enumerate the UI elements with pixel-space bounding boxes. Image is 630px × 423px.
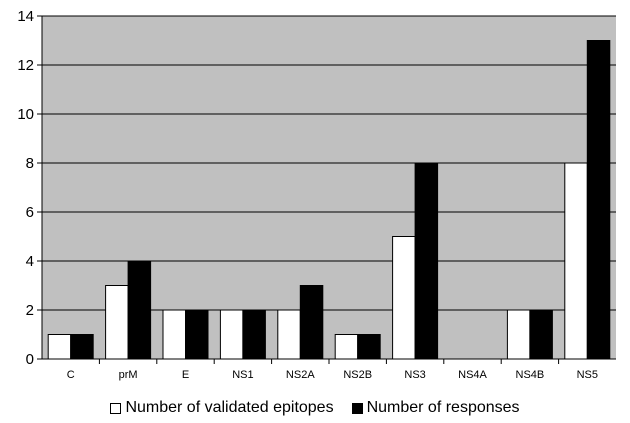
bar-validated-NS3 <box>392 236 416 360</box>
bar-responses-NS2B <box>357 334 381 360</box>
x-tick-label: NS2A <box>286 369 315 381</box>
y-tick-label: 8 <box>26 155 34 172</box>
y-tick-label: 12 <box>17 57 34 74</box>
y-tick-label: 14 <box>17 8 34 25</box>
y-tick-label: 4 <box>26 253 34 270</box>
bar-validated-NS2B <box>334 334 359 360</box>
x-tick-label: E <box>182 369 189 381</box>
y-tick-label: 6 <box>26 204 34 221</box>
y-tick-label: 2 <box>26 302 34 319</box>
bar-validated-NS4B <box>506 309 531 360</box>
bar-responses-NS2A <box>299 285 324 360</box>
y-tick-label: 0 <box>26 351 34 368</box>
legend-label-validated: Number of validated epitopes <box>125 399 334 416</box>
bar-responses-C <box>70 334 94 360</box>
bar-responses-NS5 <box>586 40 611 360</box>
bar-validated-NS2A <box>277 309 301 360</box>
legend: Number of validated epitopes Number of r… <box>0 399 630 417</box>
bar-responses-E <box>185 309 209 360</box>
legend-swatch-validated <box>110 402 122 414</box>
bar-responses-prM <box>127 260 152 360</box>
x-tick-label: NS4A <box>458 369 487 381</box>
y-tick-label: 10 <box>17 106 34 123</box>
x-tick-label: prM <box>119 369 138 381</box>
bar-responses-NS1 <box>242 309 266 360</box>
bar-validated-NS5 <box>564 162 588 360</box>
x-tick-label: NS5 <box>577 369 598 381</box>
bar-validated-prM <box>105 285 129 360</box>
bar-validated-NS1 <box>219 309 244 360</box>
x-tick-label: NS1 <box>232 369 253 381</box>
bar-validated-E <box>162 309 186 360</box>
y-axis-ticks: 0 2 4 6 8 10 12 14 <box>17 8 42 368</box>
x-tick-label: NS3 <box>404 369 425 381</box>
bar-responses-NS3 <box>414 162 439 360</box>
bar-responses-NS4B <box>529 309 553 360</box>
x-tick-label: NS4B <box>516 369 545 381</box>
x-tick-label: NS2B <box>343 369 372 381</box>
bar-validated-C <box>47 334 72 360</box>
legend-item-responses: Number of responses <box>351 399 520 417</box>
legend-label-responses: Number of responses <box>366 399 520 416</box>
legend-swatch-responses <box>351 402 363 414</box>
x-tick-label: C <box>67 369 75 381</box>
bars <box>47 40 611 360</box>
legend-item-validated: Number of validated epitopes <box>110 399 334 417</box>
